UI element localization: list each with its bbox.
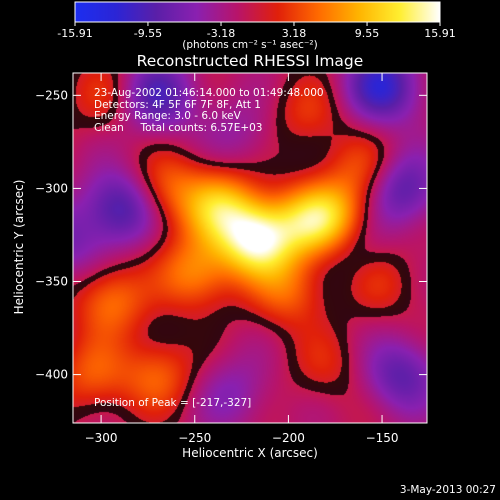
y-tick-label: −400: [35, 368, 68, 382]
x-tick-label: −200: [272, 431, 305, 445]
x-tick-label: −250: [178, 431, 211, 445]
y-tick-label: −350: [35, 275, 68, 289]
peak-position-label: Position of Peak = [-217,-327]: [94, 397, 252, 409]
colorbar-tick-label: 9.55: [355, 27, 380, 40]
y-axis-ticks: −250 −300 −350 −400: [35, 88, 427, 382]
x-tick-label: −150: [366, 431, 399, 445]
annotation-detectors: Detectors: 4F 5F 6F 7F 8F, Att 1: [94, 98, 261, 111]
colorbar-units: (photons cm⁻² s⁻¹ asec⁻²): [182, 39, 318, 51]
chart-title: Reconstructed RHESSI Image: [136, 52, 364, 70]
colorbar-tick-label: -3.18: [207, 27, 235, 40]
colorbar-tick-label: -15.91: [57, 27, 92, 40]
y-tick-label: −300: [35, 181, 68, 195]
footer-date: 3-May-2013 00:27: [399, 484, 496, 496]
x-tick-label: −300: [85, 431, 118, 445]
colorbar-gradient: [74, 1, 441, 23]
y-axis-label: Heliocentric Y (arcsec): [12, 179, 26, 315]
colorbar-tick-label: -9.55: [134, 27, 162, 40]
colorbar: -15.91 -9.55 -3.18 3.18 9.55 15.91: [57, 1, 456, 40]
annotation-block: 23-Aug-2002 01:46:14.000 to 01:49:48.000…: [94, 87, 324, 134]
y-tick-label: −250: [35, 88, 68, 102]
x-axis-label: Heliocentric X (arcsec): [0, 446, 500, 460]
annotation-energy-range: Energy Range: 3.0 - 6.0 keV: [94, 110, 241, 122]
annotation-clean-counts: Clean Total counts: 6.57E+03: [94, 121, 263, 134]
x-axis-ticks: −300 −250 −200 −150: [85, 73, 399, 445]
colorbar-tick-label: 3.18: [282, 27, 307, 40]
x-axis-label-text: Heliocentric X (arcsec): [182, 446, 318, 460]
plot-frame: [72, 72, 428, 424]
annotation-time-range: 23-Aug-2002 01:46:14.000 to 01:49:48.000: [94, 87, 324, 99]
colorbar-tick-label: 15.91: [424, 27, 456, 40]
colorbar-ticks: -15.91 -9.55 -3.18 3.18 9.55 15.91: [57, 22, 456, 40]
heatmap-image: [73, 73, 427, 423]
